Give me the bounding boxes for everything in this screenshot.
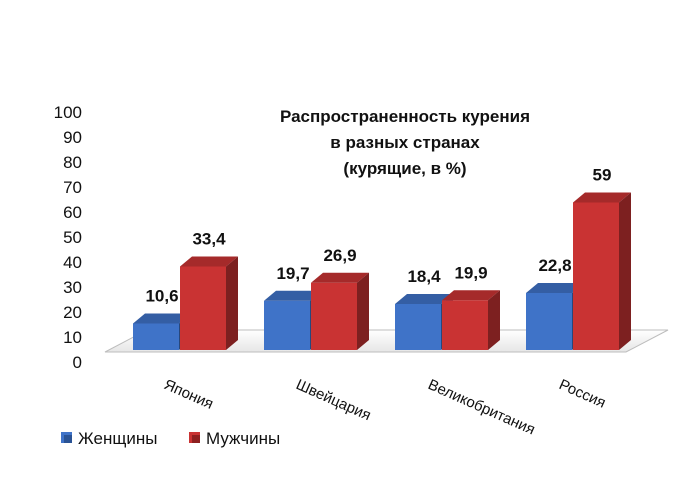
y-tick-label: 80 [63, 153, 82, 172]
x-tick-label: Япония [161, 376, 216, 413]
data-label: 26,9 [323, 246, 356, 265]
bar-front [526, 293, 572, 350]
bar-top [526, 283, 584, 293]
bar-front [573, 202, 619, 350]
bars [133, 192, 631, 350]
bar-top [180, 256, 238, 267]
bar-top [133, 313, 191, 324]
y-tick-label: 100 [54, 103, 82, 122]
bar-top [573, 192, 631, 203]
bar-men [573, 192, 631, 350]
y-tick-label: 50 [63, 228, 82, 247]
legend-label-men: Мужчины [206, 429, 280, 448]
data-labels: 10,6 33,4 19,7 26,9 18,4 19,9 22,8 59 [145, 166, 611, 306]
y-tick-label: 40 [63, 253, 82, 272]
bar-side [488, 290, 500, 350]
data-label: 19,9 [454, 263, 487, 282]
bar-side [357, 272, 369, 350]
chart-title-line-3: (курящие, в %) [343, 159, 466, 178]
data-label: 59 [593, 166, 612, 185]
x-tick-label: Великобритания [425, 376, 537, 438]
bar-top [442, 290, 500, 301]
legend-label-women: Женщины [78, 429, 157, 448]
x-tick-label: Швейцария [293, 376, 373, 424]
legend: Женщины Мужчины [61, 429, 280, 448]
bar-front [311, 282, 357, 350]
bar-men [311, 272, 369, 350]
y-axis: 0 10 20 30 40 50 60 70 80 90 100 [54, 103, 82, 372]
bar-front [180, 266, 226, 350]
legend-swatch-women-shade [64, 435, 72, 443]
legend-swatch-men-shade [192, 435, 200, 443]
data-label: 10,6 [145, 287, 178, 306]
bar-top [264, 290, 322, 301]
bar-side [226, 256, 238, 350]
chart-title-line-2: в разных странах [330, 133, 480, 152]
bar-men [180, 256, 238, 350]
bar-front [264, 300, 310, 350]
x-tick-label: Россия [556, 376, 608, 412]
bar-side [619, 192, 631, 350]
data-label: 33,4 [192, 230, 226, 249]
bar-top [395, 294, 453, 304]
bar-front [442, 300, 488, 350]
y-tick-label: 30 [63, 278, 82, 297]
chart-title-line-1: Распространенность курения [280, 107, 530, 126]
data-label: 22,8 [538, 256, 571, 275]
bar-men [442, 290, 500, 350]
data-label: 19,7 [276, 264, 309, 283]
y-tick-label: 70 [63, 178, 82, 197]
y-tick-label: 90 [63, 128, 82, 147]
y-tick-label: 0 [73, 353, 82, 372]
y-tick-label: 60 [63, 203, 82, 222]
data-label: 18,4 [407, 267, 441, 286]
bar-front [395, 304, 441, 350]
bar-top [311, 272, 369, 283]
y-tick-label: 20 [63, 303, 82, 322]
y-tick-label: 10 [63, 328, 82, 347]
bar-front [133, 323, 179, 350]
